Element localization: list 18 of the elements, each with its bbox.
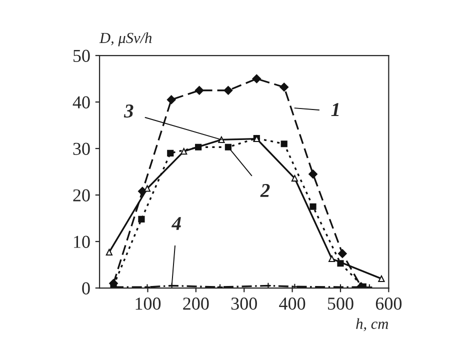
y-tick-label: 30 [73,142,90,155]
x-axis-title: h, cm [356,318,388,332]
y-tick-label: 0 [82,282,90,294]
x-tick-label: 600 [376,298,402,310]
annotation: 4 [171,217,181,230]
x-tick-label: 100 [136,298,161,310]
x-tick-label: 400 [279,298,306,310]
y-tick-label: 50 [74,50,90,62]
y-tick-label: 20 [73,189,90,202]
x-tick-label: 200 [183,298,209,310]
annotation: 1 [331,103,339,116]
y-tick-label: 10 [74,236,90,248]
y-axis-title: D, μSv/h [99,32,152,46]
annotation: 2 [260,184,270,197]
x-tick-label: 300 [231,298,257,310]
y-tick-label: 40 [72,96,90,108]
x-tick-label: 500 [328,298,354,310]
annotation: 3 [124,104,134,118]
